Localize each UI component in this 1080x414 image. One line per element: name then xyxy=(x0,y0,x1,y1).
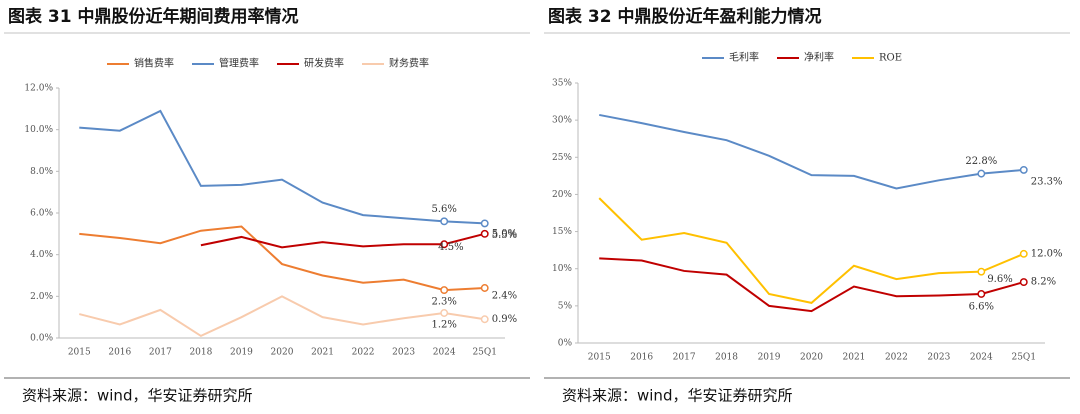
data-label: 23.3% xyxy=(1031,176,1063,187)
x-tick-label: 2021 xyxy=(843,353,866,363)
legend-label: 销售费率 xyxy=(134,57,174,70)
series-line xyxy=(599,113,1024,190)
point-marker xyxy=(1019,249,1028,258)
point-marker xyxy=(977,169,986,178)
data-label: 8.2% xyxy=(1031,277,1056,288)
point-marker xyxy=(480,315,489,324)
x-tick-label: 2018 xyxy=(189,348,212,358)
data-label: 22.8% xyxy=(965,156,997,167)
legend-label: ROE xyxy=(879,53,902,64)
y-tick-label: 10% xyxy=(552,264,572,274)
x-tick-label: 2020 xyxy=(800,353,823,363)
legend-label: 研发费率 xyxy=(304,57,344,70)
x-tick-label: 2017 xyxy=(149,348,172,358)
series-line xyxy=(598,197,1025,304)
series-line xyxy=(79,109,485,225)
data-label: 6.6% xyxy=(969,301,994,312)
data-label: 2.3% xyxy=(431,297,456,308)
series-line xyxy=(79,225,485,292)
x-tick-label: 2022 xyxy=(352,348,375,358)
x-tick-label: 2016 xyxy=(108,348,131,358)
data-label: 0.9% xyxy=(492,314,517,325)
point-marker xyxy=(440,217,449,226)
point-marker xyxy=(440,309,449,317)
series-line xyxy=(599,257,1025,313)
data-label: 5.5% xyxy=(492,230,517,241)
x-tick-label: 2017 xyxy=(673,353,696,363)
point-marker xyxy=(480,229,489,238)
data-label: 1.2% xyxy=(431,320,456,331)
x-tick-label: 2016 xyxy=(630,353,653,363)
data-label: 4.5% xyxy=(438,242,463,253)
y-tick-label: 8.0% xyxy=(30,167,53,177)
legend-label: 净利率 xyxy=(804,51,834,64)
chart-title: 图表 32 中鼎股份近年盈利能力情况 xyxy=(548,6,822,27)
data-label: 2.4% xyxy=(492,291,517,302)
x-tick-label: 2020 xyxy=(271,348,294,358)
data-label: 9.6% xyxy=(987,274,1012,285)
y-tick-label: 15% xyxy=(552,227,572,237)
x-tick-label: 2019 xyxy=(758,353,781,363)
x-tick-label: 25Q1 xyxy=(1011,353,1036,363)
point-marker xyxy=(977,290,986,298)
x-tick-label: 25Q1 xyxy=(472,348,497,358)
legend-label: 财务费率 xyxy=(389,57,429,70)
y-tick-label: 30% xyxy=(552,116,572,126)
data-label: 5.0% xyxy=(492,228,517,239)
y-tick-label: 0% xyxy=(558,339,573,349)
y-tick-label: 10.0% xyxy=(24,125,53,135)
x-tick-label: 2023 xyxy=(927,353,950,363)
point-marker xyxy=(1019,278,1028,287)
series-line xyxy=(200,232,485,249)
point-marker xyxy=(440,240,449,249)
point-marker xyxy=(480,219,489,228)
point-marker xyxy=(1019,165,1028,174)
x-tick-label: 2024 xyxy=(970,353,993,363)
point-marker xyxy=(977,267,986,276)
chart-title: 图表 31 中鼎股份近年期间费用率情况 xyxy=(8,6,299,27)
point-marker xyxy=(480,284,489,292)
y-tick-label: 5% xyxy=(558,301,573,311)
y-tick-label: 20% xyxy=(552,190,572,200)
y-tick-label: 6.0% xyxy=(30,209,53,219)
x-tick-label: 2024 xyxy=(433,348,456,358)
y-tick-label: 12.0% xyxy=(24,84,53,94)
y-tick-label: 0.0% xyxy=(30,334,53,344)
series-line xyxy=(79,295,485,338)
x-tick-label: 2021 xyxy=(311,348,334,358)
y-tick-label: 25% xyxy=(552,153,572,163)
x-tick-label: 2018 xyxy=(715,353,738,363)
y-tick-label: 2.0% xyxy=(30,292,53,302)
x-tick-label: 2015 xyxy=(68,348,91,358)
y-tick-label: 4.0% xyxy=(30,250,53,260)
data-label: 5.6% xyxy=(431,204,456,215)
legend-label: 管理费率 xyxy=(219,57,259,70)
source: 资料来源：wind，华安证券研究所 xyxy=(22,387,252,405)
data-label: 12.0% xyxy=(1031,248,1063,259)
legend-label: 毛利率 xyxy=(729,51,759,64)
point-marker xyxy=(440,286,449,295)
x-tick-label: 2023 xyxy=(392,348,415,358)
x-tick-label: 2019 xyxy=(230,348,253,358)
source: 资料来源：wind，华安证券研究所 xyxy=(562,387,792,405)
y-tick-label: 35% xyxy=(552,79,572,89)
x-tick-label: 2015 xyxy=(588,353,611,363)
x-tick-label: 2022 xyxy=(885,353,908,363)
